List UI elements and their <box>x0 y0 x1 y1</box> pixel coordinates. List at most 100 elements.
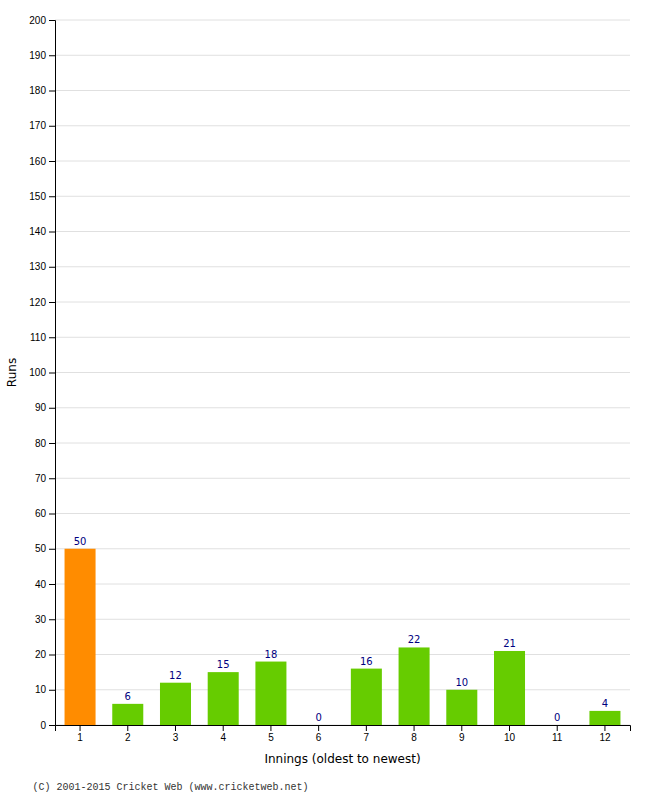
tick-mark <box>49 232 55 233</box>
tick: 120 <box>29 297 55 308</box>
bar <box>208 672 239 725</box>
bar <box>351 669 382 725</box>
tick: 100 <box>29 367 55 378</box>
tick: 7 <box>364 725 370 743</box>
tick: 3 <box>173 725 179 743</box>
tick-label: 6 <box>316 732 322 743</box>
grid-line <box>55 548 630 549</box>
data-label: 21 <box>503 638 516 649</box>
y-axis: 0102030405060708090100110120130140150160… <box>29 15 55 731</box>
tick-mark <box>49 478 55 479</box>
chart: 0102030405060708090100110120130140150160… <box>0 0 650 800</box>
tick-mark <box>49 55 55 56</box>
bars <box>65 549 621 725</box>
tick-mark <box>49 408 55 409</box>
tick-label: 4 <box>220 732 226 743</box>
tick-mark <box>223 725 224 731</box>
tick-label: 5 <box>268 732 274 743</box>
tick-label: 7 <box>364 732 370 743</box>
tick: 80 <box>35 438 55 449</box>
tick-mark <box>318 725 319 731</box>
tick: 180 <box>29 85 55 96</box>
tick-label: 100 <box>29 367 46 378</box>
tick: 160 <box>29 156 55 167</box>
x-axis: 123456789101112 <box>56 725 631 743</box>
tick-label: 30 <box>35 614 47 625</box>
plot-area: 0102030405060708090100110120130140150160… <box>29 15 630 743</box>
tick: 30 <box>35 614 55 625</box>
grid <box>55 20 630 725</box>
data-label: 50 <box>74 536 87 547</box>
grid-line <box>55 372 630 373</box>
tick-label: 11 <box>552 732 563 743</box>
tick: 11 <box>552 725 563 743</box>
grid-line <box>55 619 630 620</box>
x-axis-title: Innings (oldest to newest) <box>264 752 420 766</box>
tick: 12 <box>599 725 611 743</box>
tick: 60 <box>35 508 55 519</box>
tick: 6 <box>316 725 322 743</box>
grid-line <box>55 266 630 267</box>
tick-mark <box>49 725 55 726</box>
tick-mark <box>49 443 55 444</box>
tick: 9 <box>459 725 465 743</box>
data-label: 0 <box>315 712 321 723</box>
data-labels: 50612151801622102104 <box>74 536 608 723</box>
axis-line <box>49 21 56 726</box>
tick-label: 170 <box>29 120 46 131</box>
tick: 0 <box>40 720 55 731</box>
tick: 20 <box>35 649 55 660</box>
bar <box>65 549 96 725</box>
tick-mark <box>604 725 605 731</box>
tick: 200 <box>29 15 55 26</box>
tick: 1 <box>77 725 83 743</box>
tick-mark <box>175 725 176 731</box>
tick-label: 190 <box>29 50 46 61</box>
tick: 40 <box>35 579 55 590</box>
tick: 8 <box>411 725 417 743</box>
bar <box>112 704 143 725</box>
grid-line <box>55 231 630 232</box>
tick: 130 <box>29 261 55 272</box>
tick-label: 150 <box>29 191 46 202</box>
bar <box>542 725 573 726</box>
data-label: 15 <box>217 659 230 670</box>
tick-mark <box>49 302 55 303</box>
tick-mark <box>127 725 128 731</box>
grid-line <box>55 689 630 690</box>
grid-line <box>55 513 630 514</box>
tick: 170 <box>29 120 55 131</box>
tick-label: 70 <box>35 473 47 484</box>
bar <box>255 662 286 725</box>
tick-mark <box>49 91 55 92</box>
tick-label: 1 <box>77 732 83 743</box>
tick-mark <box>49 584 55 585</box>
tick: 190 <box>29 50 55 61</box>
tick-mark <box>414 725 415 731</box>
tick: 10 <box>504 725 516 743</box>
tick: 70 <box>35 473 55 484</box>
tick: 4 <box>220 725 226 743</box>
tick-label: 180 <box>29 85 46 96</box>
grid-line <box>55 407 630 408</box>
tick-label: 10 <box>35 684 47 695</box>
tick-label: 140 <box>29 226 46 237</box>
tick-mark <box>49 690 55 691</box>
tick-mark <box>461 725 462 731</box>
grid-line <box>55 20 630 21</box>
tick-label: 40 <box>35 579 47 590</box>
tick: 2 <box>125 725 131 743</box>
tick-label: 200 <box>29 15 46 26</box>
tick-label: 160 <box>29 156 46 167</box>
tick-label: 2 <box>125 732 131 743</box>
bar <box>160 683 191 725</box>
tick: 50 <box>35 543 55 554</box>
data-label: 16 <box>360 656 373 667</box>
bar <box>399 647 430 725</box>
tick-mark <box>366 725 367 731</box>
bar <box>303 725 334 726</box>
y-axis-title: Runs <box>5 358 19 387</box>
data-label: 0 <box>554 712 560 723</box>
grid-line <box>55 125 630 126</box>
tick: 5 <box>268 725 274 743</box>
